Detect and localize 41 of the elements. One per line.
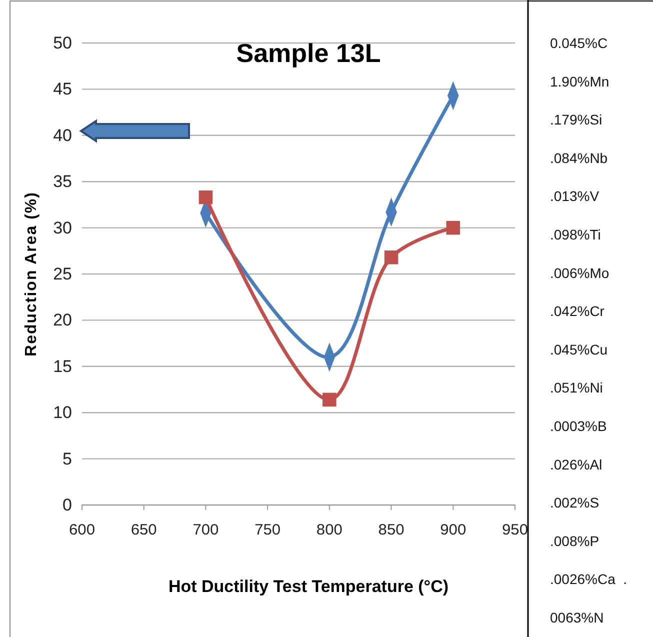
text: .051%Ni [550,380,603,396]
y-tick-label: 45 [53,80,72,99]
text: .013%V [550,188,600,204]
text: .026%Al [550,456,602,472]
text: .0003%B [550,418,607,434]
text: .002%S [550,494,600,511]
y-tick-label: 25 [53,264,72,284]
x-axis-title: Hot Ductility Test Temperature (°C) [168,577,449,596]
chart-title: Sample 13L [236,38,381,68]
y-tick-label: 40 [53,126,72,145]
text: 0.045%C [550,35,608,51]
y-tick-label: 30 [53,218,72,238]
text: 1.90%Mn [550,73,610,90]
text: .008%P [550,532,600,549]
text: .0026%Ca . [550,571,628,588]
y-tick-label: 0 [62,495,72,514]
text: .179%Si [550,112,602,128]
point [198,190,213,204]
x-tick-label: 900 [440,522,466,539]
point [446,220,460,235]
y-tick-label: 10 [53,403,72,422]
y-tick-label: 20 [53,310,72,330]
y-tick-label: 35 [53,172,72,192]
x-tick-label: 650 [130,522,157,539]
text: .006%Mo [550,264,610,281]
text: .045%Cu [550,341,608,358]
y-tick-label: 15 [53,356,72,376]
x-tick-label: 600 [69,522,95,539]
text: .042%Cr [550,303,605,320]
y-tick-label: 50 [53,33,72,52]
text: .098%Ti [550,226,601,242]
y-axis-title: Reduction Area (%) [23,192,40,356]
point [384,250,398,264]
text: 0063%N [550,610,604,626]
x-tick-label: 700 [192,522,219,539]
x-tick-label: 800 [316,522,342,539]
x-tick-label: 750 [254,522,281,539]
y-tick-label: 5 [62,449,72,468]
point [322,392,336,407]
x-tick-label: 850 [378,522,404,539]
text: .084%Nb [550,150,608,166]
